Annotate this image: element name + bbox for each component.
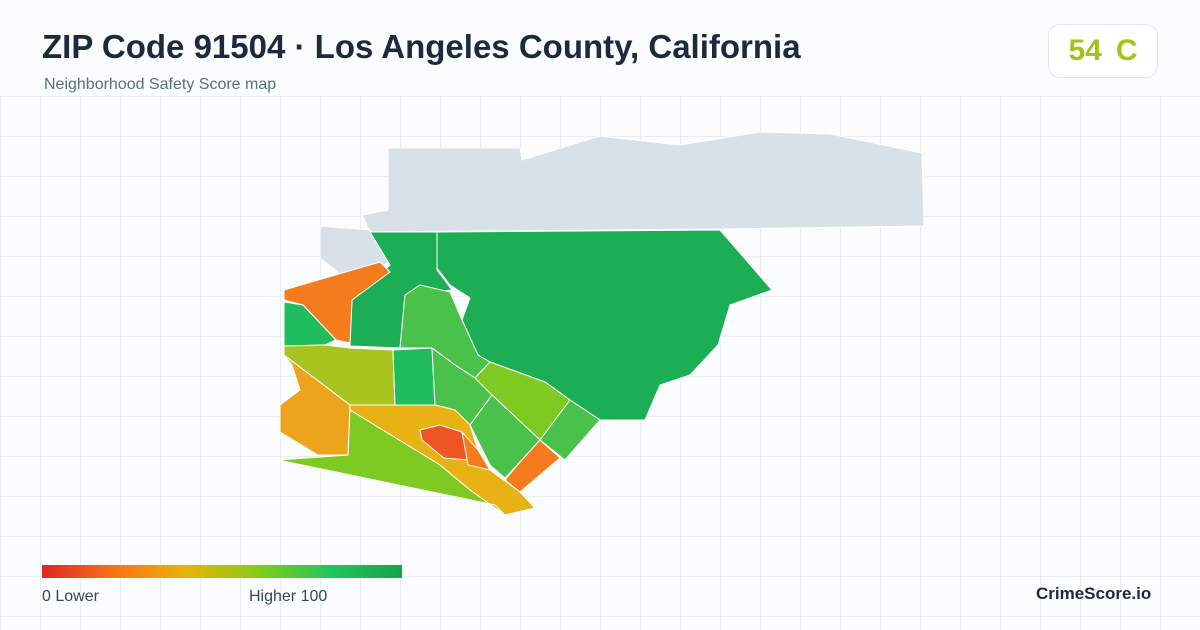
- map-region-west: [283, 301, 337, 347]
- map-region-south: [277, 409, 506, 516]
- map-region-central-lower: [392, 347, 436, 406]
- score-value: 54: [1068, 34, 1102, 67]
- page-subtitle: Neighborhood Safety Score map: [44, 76, 277, 93]
- safety-score-badge: 54 C: [1048, 24, 1158, 78]
- map-region-east-small: [539, 399, 601, 461]
- map-region-south-tip: [461, 430, 492, 471]
- map-region-no-data-north: [361, 131, 925, 233]
- map-region-northwest: [283, 261, 391, 344]
- legend-color-scale: [42, 565, 402, 578]
- map-region-southeast: [504, 439, 561, 493]
- brand-logo: CrimeScore.io: [1036, 584, 1152, 603]
- score-grade: C: [1115, 34, 1138, 67]
- page-title: ZIP Code 91504 · Los Angeles County, Cal…: [42, 28, 801, 65]
- legend-high-label: Higher 100: [249, 588, 328, 605]
- legend-low-label: 0 Lower: [42, 588, 99, 605]
